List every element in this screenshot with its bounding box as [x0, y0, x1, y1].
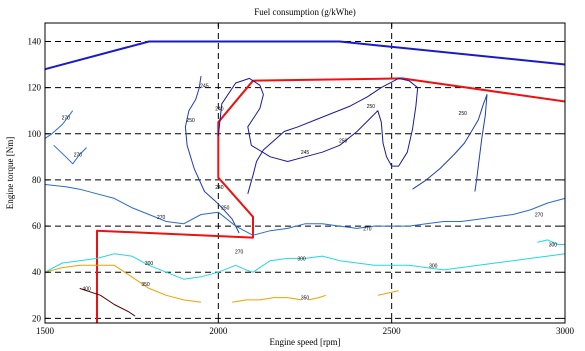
contour-label: 240 — [215, 185, 224, 191]
y-tick-label: 80 — [32, 175, 42, 185]
contour-350 — [232, 297, 302, 303]
contour-label: 350 — [301, 296, 310, 302]
contour-270 — [44, 110, 74, 139]
contour-label: 350 — [141, 282, 150, 288]
y-tick-label: 60 — [32, 221, 42, 231]
y-tick-label: 40 — [32, 267, 42, 277]
contour-label: 240 — [215, 106, 224, 112]
y-tick-label: 140 — [28, 36, 42, 46]
contour-label: 400 — [82, 286, 91, 292]
x-tick-label: 1500 — [36, 326, 55, 336]
contour-350 — [44, 264, 202, 303]
contour-label: 270 — [535, 213, 544, 219]
axis-ticks: 1500 2000 2500 3000 20 40 60 80 100 120 140 — [28, 23, 575, 336]
contour-label: 250 — [339, 139, 348, 145]
contour-label: 245 — [200, 83, 209, 89]
contour-label: 300 — [429, 263, 438, 269]
contour-250 — [412, 94, 488, 192]
contour-label: 245 — [301, 150, 310, 156]
max-torque-line — [44, 40, 566, 71]
contour-label: 270 — [157, 215, 166, 221]
series-layer — [44, 40, 566, 323]
contour-label: 270 — [363, 226, 372, 232]
contour-400 — [79, 287, 136, 317]
contour-label: 300 — [145, 261, 154, 267]
contour-300 — [44, 253, 566, 280]
operating-line — [96, 77, 566, 323]
contour-250 — [184, 76, 240, 234]
contour-label: 270 — [62, 116, 71, 122]
contour-label: 300 — [297, 256, 306, 262]
contour-label: 250 — [459, 111, 468, 117]
contour-label: 250 — [221, 206, 230, 212]
contour-270 — [53, 144, 87, 165]
contour-label: 270 — [235, 249, 244, 255]
y-tick-label: 20 — [32, 313, 42, 323]
contour-300 — [537, 239, 565, 245]
contour-label: 300 — [549, 243, 558, 249]
contour-label: 270 — [74, 153, 83, 159]
y-axis-title: Engine torque [Nm] — [5, 137, 15, 209]
contour-labels: 270 270 270 300 350 400 245 250 240 240 250 270 245 2… — [62, 83, 558, 301]
x-tick-label: 2000 — [209, 326, 228, 336]
chart-title: Fuel consumption (g/kWhe) — [254, 7, 355, 17]
x-tick-label: 3000 — [556, 326, 575, 336]
plot-frame — [44, 22, 566, 324]
grid — [45, 23, 565, 323]
contour-label: 250 — [186, 118, 195, 124]
contour-350 — [377, 290, 399, 296]
contour-label: 250 — [367, 104, 376, 110]
y-tick-label: 100 — [28, 129, 42, 139]
contour-245 — [217, 77, 419, 194]
x-axis-title: Engine speed [rpm] — [270, 337, 341, 347]
x-tick-label: 2500 — [383, 326, 402, 336]
contour-350 — [308, 294, 326, 301]
y-tick-label: 120 — [28, 83, 42, 93]
contour-270 — [44, 184, 566, 236]
